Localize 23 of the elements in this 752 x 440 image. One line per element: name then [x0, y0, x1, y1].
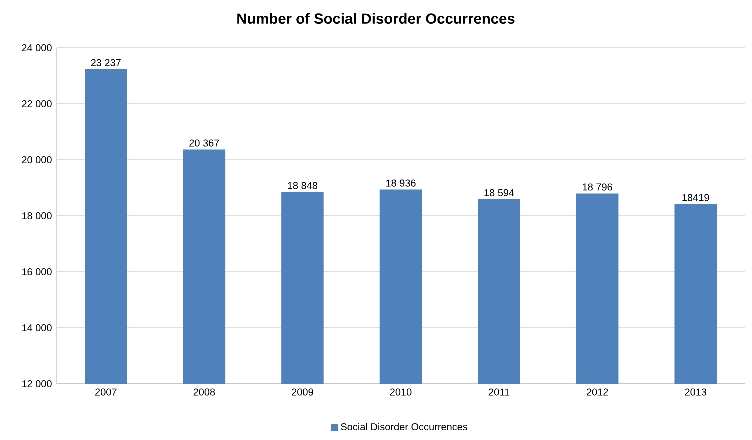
- y-tick-label: 24 000: [22, 44, 52, 52]
- y-tick-label: 20 000: [22, 156, 52, 164]
- x-tick-label: 2013: [685, 388, 707, 396]
- y-tick-label: 14 000: [22, 324, 52, 332]
- chart-title: Number of Social Disorder Occurrences: [238, 13, 515, 24]
- x-tick-label: 2012: [586, 388, 608, 396]
- data-label: 18 848: [288, 182, 318, 190]
- x-tick-label: 2008: [194, 388, 216, 396]
- data-label: 20 367: [190, 140, 220, 147]
- legend-label: Social Disorder Occurrences: [341, 423, 468, 431]
- data-label: 23 237: [91, 59, 121, 66]
- data-label: 18 936: [386, 180, 416, 187]
- x-tick-label: 2007: [96, 388, 117, 396]
- data-label: 18419: [682, 194, 710, 202]
- y-tick-label: 12 000: [22, 380, 52, 388]
- x-tick-label: 2010: [390, 388, 412, 396]
- y-tick-label: 22 000: [22, 100, 52, 108]
- y-tick-label: 18 000: [22, 212, 52, 220]
- x-tick-label: 2011: [489, 388, 510, 396]
- y-tick-label: 16 000: [22, 268, 52, 276]
- x-tick-label: 2009: [292, 388, 314, 396]
- data-label: 18 594: [484, 189, 514, 196]
- data-label: 18 796: [583, 184, 612, 191]
